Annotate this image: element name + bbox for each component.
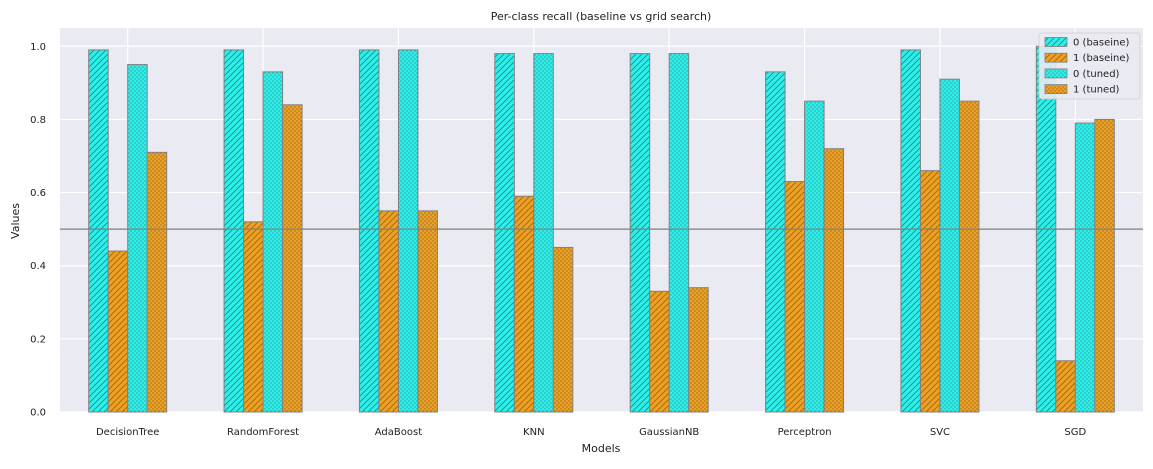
legend-swatch xyxy=(1044,68,1068,79)
legend-label: 0 (baseine) xyxy=(1073,38,1130,49)
bar-SVC-1 (baseine) xyxy=(919,170,941,413)
bar-AdaBoost-0 (tuned) xyxy=(397,49,419,413)
bar-GaussianNB-1 (tuned) xyxy=(688,287,709,413)
bar-GaussianNB-1 (baseine) xyxy=(649,290,670,413)
x-tick-label: RandomForest xyxy=(227,427,299,438)
bar-KNN-0 (baseine) xyxy=(494,53,515,413)
x-tick-label: Perceptron xyxy=(778,427,832,438)
x-tick-label: DecisionTree xyxy=(96,427,159,438)
bar-Perceptron-0 (baseine) xyxy=(765,71,786,413)
bar-SVC-0 (tuned) xyxy=(939,78,960,413)
legend-swatch xyxy=(1044,52,1068,63)
bar-RandomForest-1 (tuned) xyxy=(282,104,303,413)
bar-RandomForest-1 (baseine) xyxy=(243,221,264,413)
legend-label: 1 (baseine) xyxy=(1073,53,1130,64)
bar-SGD-0 (tuned) xyxy=(1074,122,1096,413)
y-axis-ticks: 0.0 0.2 0.4 0.6 0.8 1.0 xyxy=(30,42,46,419)
bars xyxy=(88,45,1115,413)
bar-AdaBoost-1 (baseine) xyxy=(378,210,399,413)
y-tick-label: 0.0 xyxy=(30,408,46,419)
bar-DecisionTree-0 (tuned) xyxy=(127,64,148,413)
legend-label: 1 (tuned) xyxy=(1073,85,1120,96)
legend: 0 (baseine) 1 (baseine) 0 (tuned) 1 (tuned) xyxy=(1038,32,1141,100)
bar-DecisionTree-0 (baseine) xyxy=(88,49,109,413)
bar-GaussianNB-0 (baseine) xyxy=(629,53,651,413)
y-tick-label: 0.6 xyxy=(30,188,46,199)
bar-RandomForest-0 (baseine) xyxy=(223,49,245,413)
x-tick-label: SVC xyxy=(930,427,950,438)
bar-GaussianNB-0 (tuned) xyxy=(668,53,690,413)
y-tick-label: 0.8 xyxy=(30,115,46,126)
x-axis-label: Models xyxy=(582,442,621,455)
x-axis-ticks: DecisionTree RandomForest AdaBoost KNN Gauss… xyxy=(96,427,1087,438)
legend-swatch xyxy=(1044,84,1068,94)
x-tick-label: KNN xyxy=(523,427,545,438)
bar-SGD-1 (baseine) xyxy=(1055,360,1076,413)
bar-Perceptron-0 (tuned) xyxy=(804,100,825,413)
legend-label: 0 (tuned) xyxy=(1073,69,1120,80)
bar-AdaBoost-0 (baseine) xyxy=(358,49,380,413)
chart-title: Per-class recall (baseline vs grid searc… xyxy=(491,10,712,23)
bar-Perceptron-1 (baseine) xyxy=(784,181,806,413)
x-tick-label: AdaBoost xyxy=(375,427,422,438)
bar-RandomForest-0 (tuned) xyxy=(262,71,284,413)
x-tick-label: GaussianNB xyxy=(639,427,699,438)
y-tick-label: 0.4 xyxy=(30,261,46,272)
y-tick-label: 0.2 xyxy=(30,334,46,345)
bar-SVC-1 (tuned) xyxy=(958,100,980,413)
x-tick-label: SGD xyxy=(1064,427,1086,438)
bar-DecisionTree-1 (baseine) xyxy=(107,250,129,413)
bar-SVC-0 (baseine) xyxy=(900,49,921,413)
legend-box xyxy=(1038,32,1141,100)
bar-Perceptron-1 (tuned) xyxy=(823,148,845,413)
plot-background xyxy=(60,28,1143,412)
y-tick-label: 1.0 xyxy=(30,42,46,53)
y-axis-label: Values xyxy=(9,203,22,239)
bar-AdaBoost-1 (tuned) xyxy=(417,210,438,413)
bar-KNN-0 (tuned) xyxy=(533,53,554,413)
legend-swatch xyxy=(1044,37,1068,47)
bar-SGD-1 (tuned) xyxy=(1094,118,1115,413)
bar-KNN-1 (tuned) xyxy=(552,246,574,413)
bar-DecisionTree-1 (tuned) xyxy=(146,151,168,413)
